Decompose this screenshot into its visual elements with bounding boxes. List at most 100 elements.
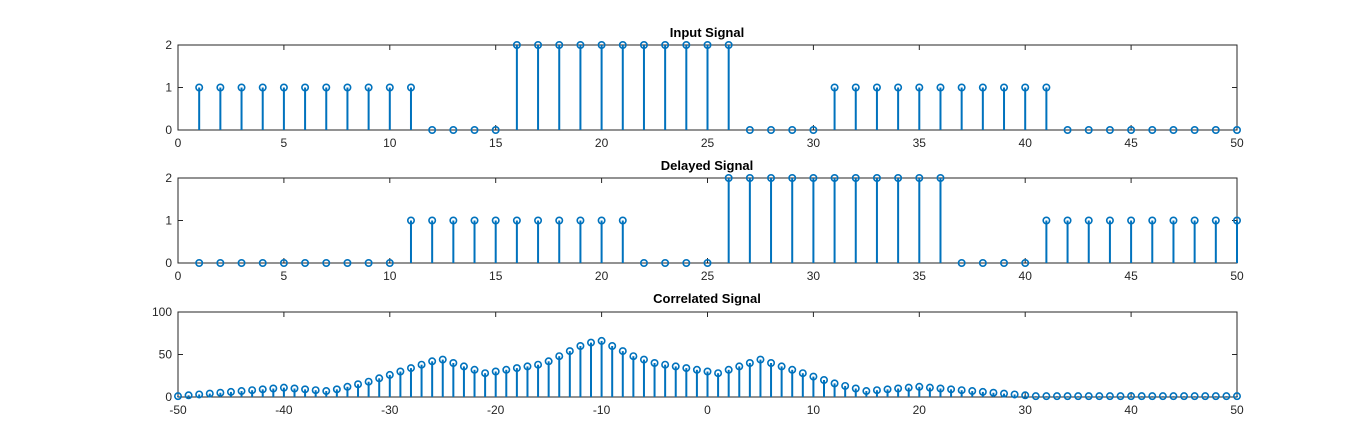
x-tick-label: 10 bbox=[807, 403, 821, 417]
stem-marker bbox=[714, 369, 723, 378]
stem-marker bbox=[1063, 126, 1072, 135]
stem-marker bbox=[978, 83, 987, 92]
x-tick-label: 40 bbox=[1019, 269, 1033, 283]
stem-marker bbox=[798, 369, 807, 378]
stem-marker bbox=[279, 383, 288, 392]
stem-marker bbox=[851, 83, 860, 92]
stem-marker bbox=[830, 379, 839, 388]
stem-marker bbox=[428, 126, 437, 135]
stem-marker bbox=[682, 40, 691, 49]
stem-marker bbox=[576, 216, 585, 225]
stem-marker bbox=[629, 352, 638, 361]
stem-marker bbox=[936, 83, 945, 92]
stem-marker bbox=[502, 365, 511, 374]
stem-marker bbox=[248, 386, 257, 395]
stem-marker bbox=[195, 258, 204, 267]
subplot-delayed-signal: Delayed Signal 0 5 10 15 20 25 30 35 40 45 50 0 1 2 bbox=[165, 158, 1244, 283]
y-tick-label: 1 bbox=[165, 81, 172, 95]
stem-marker bbox=[788, 365, 797, 374]
y-tick-label: 0 bbox=[165, 256, 172, 270]
stem-marker bbox=[661, 360, 670, 369]
stem-marker bbox=[1105, 216, 1114, 225]
x-tick-label: -10 bbox=[593, 403, 611, 417]
stem-marker bbox=[608, 341, 617, 350]
stem-marker bbox=[523, 362, 532, 371]
x-tick-label: 5 bbox=[281, 136, 288, 150]
stem-marker bbox=[1180, 392, 1189, 401]
stem-marker bbox=[1116, 392, 1125, 401]
stem-marker bbox=[661, 40, 670, 49]
stem-marker bbox=[311, 386, 320, 395]
stem-marker bbox=[671, 362, 680, 371]
x-tick-label: 15 bbox=[489, 269, 503, 283]
stem-marker bbox=[555, 352, 564, 361]
stem-marker bbox=[809, 174, 818, 183]
chart-title: Correlated Signal bbox=[653, 291, 761, 306]
stem-marker bbox=[470, 126, 479, 135]
x-tick-label: 20 bbox=[595, 269, 609, 283]
x-tick-label: 45 bbox=[1124, 136, 1138, 150]
stem-marker bbox=[237, 258, 246, 267]
stem-marker bbox=[809, 126, 818, 135]
stem-marker bbox=[1169, 126, 1178, 135]
stem-marker bbox=[915, 382, 924, 391]
stem-marker bbox=[534, 216, 543, 225]
stem-marker bbox=[830, 174, 839, 183]
stem-marker bbox=[1084, 392, 1093, 401]
x-tick-label: -20 bbox=[487, 403, 505, 417]
stem-marker bbox=[1233, 392, 1242, 401]
y-tick-label: 2 bbox=[165, 171, 172, 185]
stem-marker bbox=[1211, 392, 1220, 401]
stem-marker bbox=[343, 258, 352, 267]
stem-marker bbox=[534, 360, 543, 369]
stem-marker bbox=[767, 358, 776, 367]
stem-marker bbox=[1084, 126, 1093, 135]
stem-marker bbox=[894, 83, 903, 92]
x-tick-label: -50 bbox=[169, 403, 187, 417]
stem-marker bbox=[682, 258, 691, 267]
stem-marker bbox=[1000, 258, 1009, 267]
stem-marker bbox=[301, 385, 310, 394]
stem-marker bbox=[1063, 392, 1072, 401]
stem-marker bbox=[491, 216, 500, 225]
stem-series bbox=[195, 174, 1242, 267]
stem-marker bbox=[597, 336, 606, 345]
stem-marker bbox=[576, 341, 585, 350]
stem-marker bbox=[618, 347, 627, 356]
x-tick-label: 35 bbox=[913, 136, 927, 150]
x-tick-label: 50 bbox=[1230, 136, 1244, 150]
stem-marker bbox=[745, 126, 754, 135]
stem-marker bbox=[989, 388, 998, 397]
stem-marker bbox=[301, 83, 310, 92]
stem-marker bbox=[555, 216, 564, 225]
stem-marker bbox=[1137, 392, 1146, 401]
stem-marker bbox=[650, 358, 659, 367]
stem-marker bbox=[587, 338, 596, 347]
stem-marker bbox=[618, 40, 627, 49]
stem-marker bbox=[597, 40, 606, 49]
stem-marker bbox=[343, 83, 352, 92]
stem-marker bbox=[1222, 392, 1231, 401]
stem-marker bbox=[1148, 126, 1157, 135]
stem-marker bbox=[301, 258, 310, 267]
stem-marker bbox=[290, 384, 299, 393]
stem-marker bbox=[491, 367, 500, 376]
stem-marker bbox=[364, 258, 373, 267]
stem-marker bbox=[883, 385, 892, 394]
stem-marker bbox=[767, 174, 776, 183]
stem-marker bbox=[1211, 216, 1220, 225]
stem-marker bbox=[258, 385, 267, 394]
stem-marker bbox=[1042, 392, 1051, 401]
x-tick-label: 30 bbox=[807, 136, 821, 150]
stem-series bbox=[174, 336, 1242, 401]
stem-marker bbox=[724, 365, 733, 374]
x-tick-label: 20 bbox=[595, 136, 609, 150]
stem-marker bbox=[1201, 392, 1210, 401]
x-tick-label: 40 bbox=[1019, 136, 1033, 150]
stem-marker bbox=[481, 369, 490, 378]
stem-marker bbox=[872, 83, 881, 92]
stem-marker bbox=[1190, 126, 1199, 135]
stem-marker bbox=[1211, 126, 1220, 135]
stem-marker bbox=[957, 83, 966, 92]
stem-marker bbox=[841, 381, 850, 390]
